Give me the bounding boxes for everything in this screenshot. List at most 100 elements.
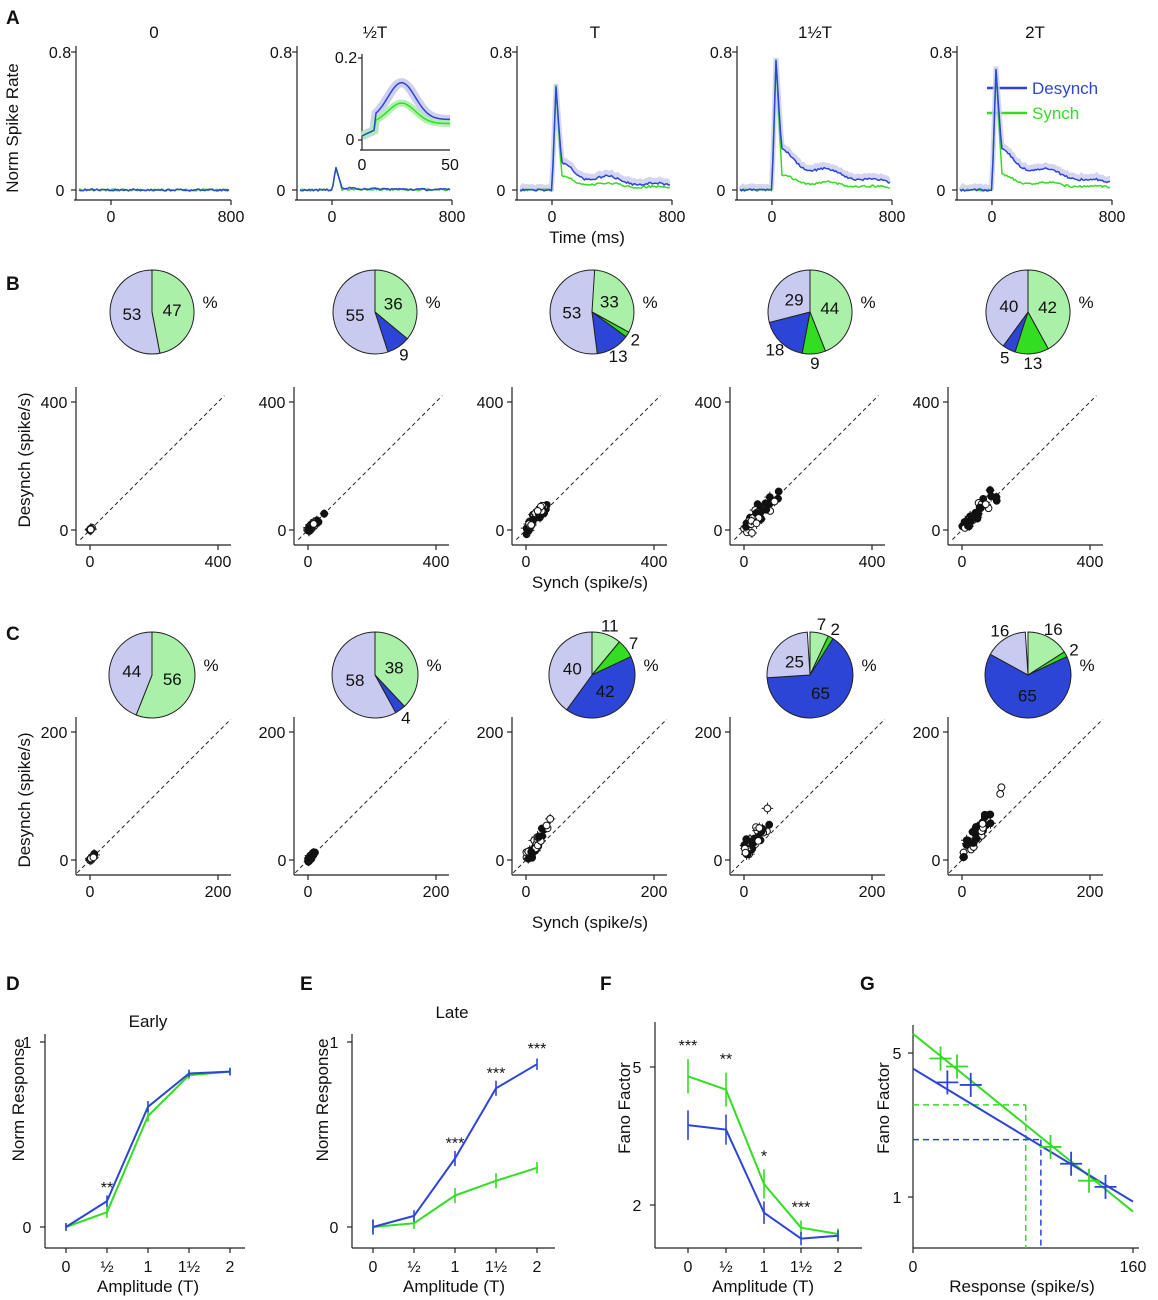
panel-b-x-tick-label: 400 [641, 554, 668, 571]
panel-c-pie-slice [548, 631, 593, 711]
panel-c-pie-label: 65 [811, 684, 830, 703]
panel-d-x-tick-label: ½ [100, 1259, 113, 1276]
inset-x-tick-label: 50 [441, 157, 459, 174]
panel-b-pie-label: 44 [820, 299, 839, 318]
panel-f-significance: *** [792, 1200, 811, 1217]
inset-synch-trace [361, 102, 451, 137]
panel-b-pie-label: 9 [399, 345, 408, 364]
panel-b-pie-label: 29 [785, 291, 804, 310]
condition-title: ½T [363, 23, 388, 42]
panel-e-synch-line [372, 1166, 538, 1228]
panel-c-point [996, 790, 1005, 798]
panel-c-x-tick-label: 0 [522, 884, 531, 901]
panel-f-xlabel: Amplitude (T) [712, 1277, 814, 1296]
panel-b-pie-label: 53 [562, 304, 581, 323]
panel-e-x-tick-label: 1 [451, 1259, 460, 1276]
panel-b-y-tick-label: 0 [278, 523, 287, 540]
panel-b-pie-slice [591, 269, 635, 333]
panel-c-y-tick-label: 200 [41, 725, 68, 742]
panel-f-desynch-line [687, 1124, 839, 1240]
panel-c-pie-label: 7 [629, 634, 638, 653]
panel-e-xlabel: Amplitude (T) [403, 1277, 505, 1296]
panel-b-ylabel: Desynch (spike/s) [15, 392, 34, 527]
panel-c-x-tick-label: 200 [1077, 884, 1104, 901]
panel-e-x-tick-label: 1½ [485, 1259, 507, 1276]
panel-b-unity-line [734, 395, 879, 540]
panel-c-point [535, 833, 543, 841]
panel-b-point [752, 519, 761, 528]
desynch-trace [299, 166, 451, 192]
panel-f-x-tick-label: ½ [719, 1259, 732, 1276]
panel-c-pie-label: 11 [601, 617, 619, 636]
panel-c-x-tick-label: 200 [205, 884, 232, 901]
panel-c-pie-label: 16 [1044, 620, 1063, 639]
panel-c-point [542, 821, 551, 830]
panel-e-significance: *** [528, 1041, 547, 1058]
panel-b-pie-label: 2 [631, 330, 640, 349]
panel-c-y-tick-label: 0 [714, 853, 723, 870]
panel-b-pie-label: 13 [609, 347, 628, 366]
inset-x-tick-label: 0 [358, 157, 367, 174]
panel-e-significance: *** [446, 1136, 465, 1153]
panel-b-pie-unit: % [202, 293, 217, 312]
y-tick-label: 0 [277, 183, 286, 200]
panel-b-point [976, 504, 985, 513]
panel-b-pie-label: 36 [384, 294, 403, 313]
panel-c-pie-unit: % [426, 656, 441, 675]
panel-b-pie-slice [1027, 269, 1071, 350]
panel-a-legend: Desynch Synch [987, 79, 1098, 123]
panel-b-x-tick-label: 0 [740, 554, 749, 571]
panel-b-x-tick-label: 400 [859, 554, 886, 571]
desynch-sem-band [958, 66, 1111, 192]
desynch-sem-band [738, 57, 892, 192]
panel-f-ylabel: Fano Factor [615, 1062, 634, 1154]
panel-c-pie-label: 56 [163, 670, 182, 689]
panel-e-significance: *** [487, 1065, 506, 1082]
legend-synch-label: Synch [1032, 104, 1079, 123]
panel-b-unity-line [952, 395, 1097, 540]
panel-b-pie-label: 5 [1000, 349, 1009, 368]
panel-b-pie-label: 13 [1023, 354, 1042, 373]
desynch-trace [739, 60, 891, 192]
panel-d-xlabel: Amplitude (T) [97, 1277, 199, 1296]
panel-e-x-tick-label: ½ [407, 1259, 420, 1276]
panel-c-point [969, 839, 977, 847]
panel-c-x-tick-label: 200 [423, 884, 450, 901]
panel-b-point [527, 521, 536, 529]
panel-c-point [89, 853, 98, 862]
panel-c-y-tick-label: 0 [496, 853, 505, 870]
panel-c-point [978, 819, 987, 828]
panel-c-x-tick-label: 0 [304, 884, 313, 901]
panel-c-pie-label: 42 [596, 682, 615, 701]
panel-c-unity-line [730, 718, 886, 874]
panel-b-y-tick-label: 400 [695, 395, 722, 412]
panel-c-pie-label: 44 [122, 662, 141, 681]
panel-c-pie-label: 38 [385, 658, 404, 677]
x-tick-label: 800 [218, 209, 245, 226]
condition-title: T [590, 23, 600, 42]
panel-c-y-tick-label: 0 [278, 853, 287, 870]
panel-b-pie-label: 42 [1038, 298, 1057, 317]
panel-c-point [986, 810, 995, 819]
panel-f-x-tick-label: 2 [834, 1259, 843, 1276]
panel-g-y-tick-label: 5 [893, 1046, 902, 1063]
panel-d-synch-line [65, 1070, 231, 1228]
panel-e-title: Late [435, 1003, 468, 1022]
panel-c-y-tick-label: 200 [913, 725, 940, 742]
x-tick-label: 800 [659, 209, 686, 226]
inset-y-tick-label: 0.2 [335, 50, 357, 67]
panel-b-point [762, 505, 771, 514]
panel-b-y-tick-label: 400 [259, 395, 286, 412]
panel-c-pie-label: 16 [990, 622, 1009, 641]
panel-c-pie-label: 2 [831, 620, 840, 639]
panel-c-pie-label: 58 [346, 671, 365, 690]
panel-b-pie-slice [985, 269, 1029, 347]
panel-label-e: E [300, 974, 313, 995]
panel-c-xlabel: Synch (spike/s) [532, 913, 648, 932]
panel-b-point [986, 486, 994, 495]
panel-b-pie-unit: % [1078, 293, 1093, 312]
panel-c-point [309, 849, 318, 858]
panel-b-point [992, 493, 1001, 501]
desynch-sem-band [519, 83, 671, 193]
